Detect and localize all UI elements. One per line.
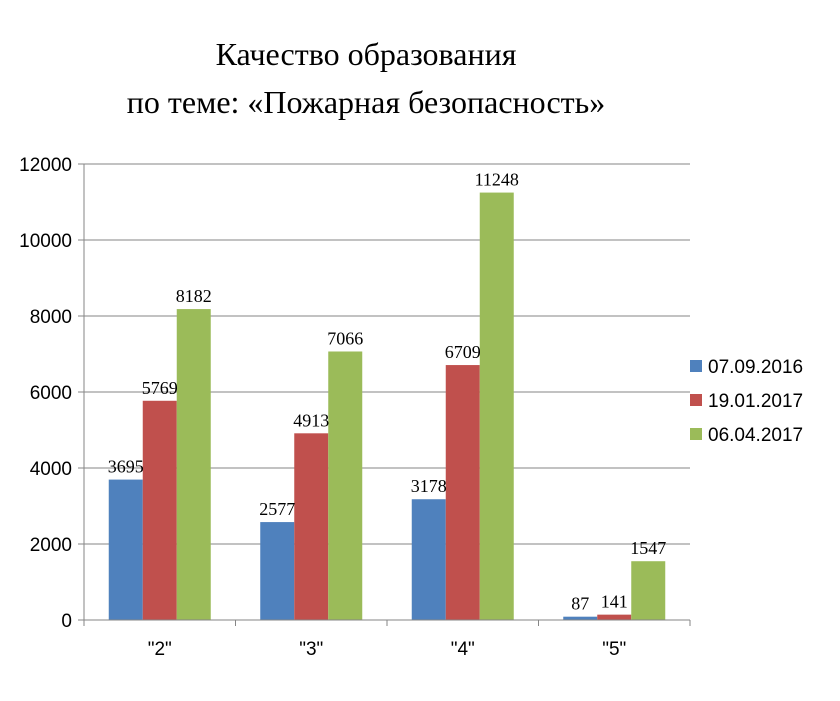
chart-title: Качество образования по теме: «Пожарная …	[0, 30, 732, 126]
bars	[108, 192, 666, 621]
data-label: 5769	[142, 378, 178, 398]
data-label: 4913	[293, 410, 329, 430]
bar	[445, 365, 480, 620]
y-tick-label: 10000	[19, 231, 72, 252]
bar	[260, 522, 295, 620]
bar	[142, 400, 177, 620]
bar	[563, 616, 598, 620]
data-label: 87	[571, 594, 589, 614]
data-label: 2577	[259, 499, 295, 519]
bar	[176, 309, 211, 620]
legend-label: 19.01.2017	[708, 391, 803, 412]
x-category-label: "5"	[602, 639, 626, 660]
chart-title-line-2: по теме: «Пожарная безопасность»	[126, 84, 606, 120]
data-label: 1547	[630, 538, 666, 558]
data-label: 8182	[176, 286, 212, 306]
x-category-label: "2"	[148, 639, 172, 660]
data-labels: 3695 5769 8182 2577 4913 7066 3178 6709 11248 87 1…	[108, 170, 667, 614]
y-tick-label: 2000	[30, 535, 72, 556]
legend-label: 06.04.2017	[708, 425, 803, 446]
y-tick-label: 8000	[30, 307, 72, 328]
bar	[597, 614, 632, 620]
bar	[108, 479, 143, 620]
y-tick-label: 12000	[19, 155, 72, 176]
y-tick-label: 4000	[30, 459, 72, 480]
bar	[479, 192, 514, 621]
data-label: 6709	[445, 342, 481, 362]
bar	[631, 561, 666, 620]
bar	[328, 351, 363, 620]
x-category-label: "4"	[451, 639, 475, 660]
x-category-label: "3"	[299, 639, 323, 660]
legend-swatch	[690, 360, 702, 372]
data-label: 11248	[475, 170, 519, 190]
data-label: 7066	[327, 328, 363, 348]
bar	[411, 499, 446, 620]
axes: 0 2000 4000 6000 8000 10000 12000 "2" "3" "4" "5"	[19, 155, 691, 660]
y-tick-label: 0	[61, 611, 72, 632]
y-tick-label: 6000	[30, 383, 72, 404]
data-label: 3695	[108, 457, 144, 477]
bar	[294, 433, 329, 620]
legend-swatch	[690, 394, 702, 406]
legend-swatch	[690, 428, 702, 440]
legend-label: 07.09.2016	[708, 357, 803, 378]
legend: 07.09.2016 19.01.2017 06.04.2017	[690, 357, 803, 446]
data-label: 141	[601, 592, 628, 612]
data-label: 3178	[411, 476, 447, 496]
chart-title-line-1: Качество образования	[215, 36, 517, 72]
